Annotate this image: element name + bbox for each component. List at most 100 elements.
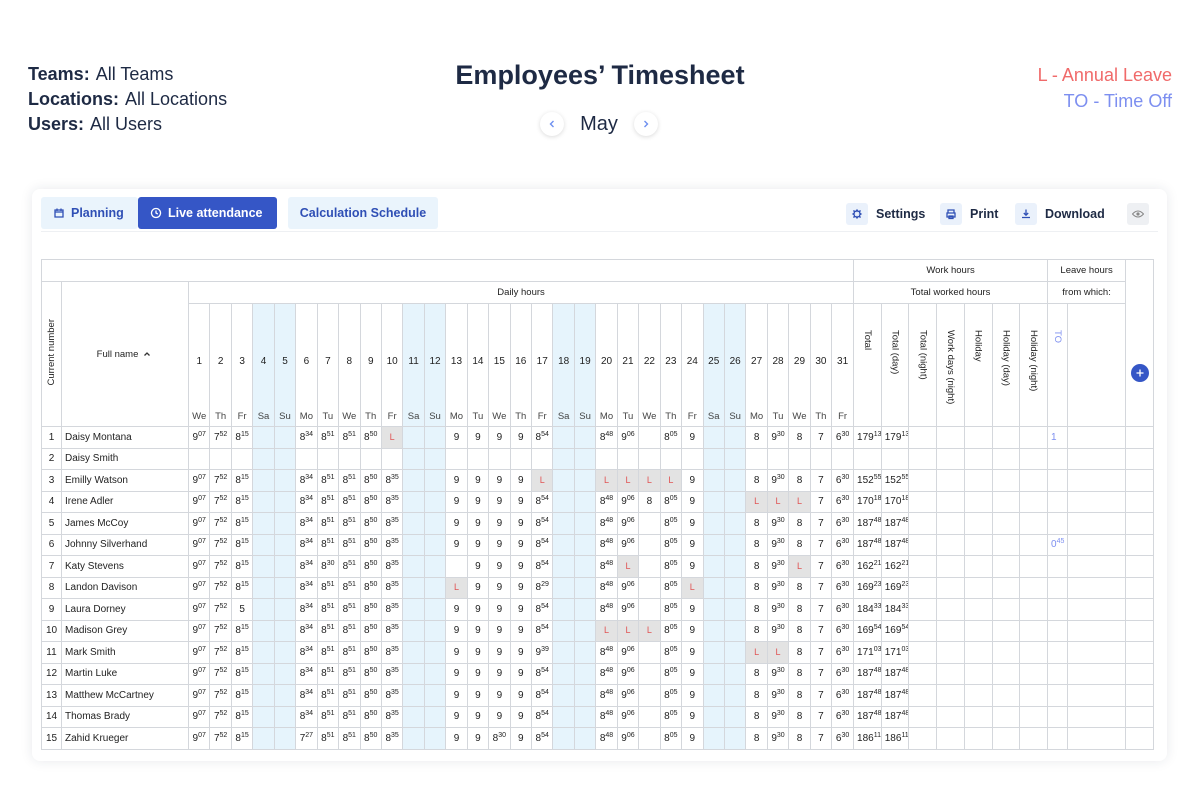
day-cell: 851 <box>316 727 340 750</box>
day-number: 8 <box>346 356 353 367</box>
day-cell <box>423 598 447 621</box>
day-cell: 851 <box>338 512 361 535</box>
hours: 9 <box>518 496 524 508</box>
day-cell: L <box>788 555 811 578</box>
minutes: 06 <box>626 602 635 610</box>
minutes: 48 <box>901 710 909 718</box>
minutes: 52 <box>219 538 228 546</box>
day-cell: 850 <box>359 490 382 513</box>
day-cell: 8 <box>788 598 811 621</box>
hours: 9 <box>689 711 696 723</box>
day-cell <box>723 598 747 621</box>
day-header: 16 Th <box>509 303 533 427</box>
minutes: 06 <box>626 495 635 503</box>
hours: 8 <box>364 603 370 615</box>
hours: 187 <box>857 668 874 680</box>
hours: 9 <box>496 539 503 551</box>
visibility-toggle[interactable] <box>1127 203 1149 225</box>
row-number: 9 <box>41 598 62 621</box>
row-number: 10 <box>41 619 62 642</box>
action[interactable]: Print <box>940 203 998 225</box>
minutes: 15 <box>240 731 249 739</box>
day-cell: 848 <box>595 705 618 728</box>
day-cell: 752 <box>209 533 232 556</box>
filter-label: Users: <box>28 114 85 134</box>
day-cell: 9 <box>509 619 533 642</box>
day-cell: 834 <box>295 512 318 535</box>
action-icon <box>846 203 868 225</box>
day-cell: 907 <box>187 684 211 707</box>
day-cell: L <box>380 426 404 449</box>
minutes: 48 <box>605 516 614 524</box>
day-cell <box>509 447 533 470</box>
hours: 8 <box>599 560 606 572</box>
day-cell: L <box>638 619 661 642</box>
weekday: Fr <box>687 411 697 422</box>
summary-cell <box>1047 727 1069 750</box>
minutes: 15 <box>240 645 249 653</box>
day-cell <box>702 469 725 492</box>
action[interactable]: Settings <box>846 203 925 225</box>
day-cell <box>423 662 447 685</box>
day-cell: 815 <box>230 727 254 750</box>
day-cell <box>423 426 447 449</box>
tab[interactable]: Planning <box>41 197 138 229</box>
day-header: 26 Su <box>723 303 747 427</box>
hours: 8 <box>299 560 306 572</box>
minutes: 51 <box>326 495 335 503</box>
minutes: 54 <box>873 624 882 632</box>
day-cell: 9 <box>445 662 468 685</box>
day-cell: 930 <box>766 469 790 492</box>
add-column-button[interactable] <box>1130 364 1149 382</box>
hours: 171 <box>857 646 874 658</box>
summary-cell <box>908 426 938 449</box>
day-cell <box>252 447 275 470</box>
header-row: 1 We 2 Th 3 Fr 4 Sa 5 Su 6 Mo 7 Tu 8 We 9 Th 10 Fr 11 Sa 12 Su 1… <box>42 303 1154 427</box>
day-cell: 830 <box>316 555 340 578</box>
hours: 9 <box>453 539 460 551</box>
hours: 7 <box>818 474 824 486</box>
day-cell: 7 <box>809 512 833 535</box>
action[interactable]: Download <box>1015 203 1105 225</box>
day-cell: 851 <box>338 555 361 578</box>
hours: 162 <box>857 560 874 572</box>
hours: 8 <box>364 431 370 443</box>
hours: 8 <box>364 496 370 508</box>
day-cell: 9 <box>466 490 490 513</box>
summary-cell: 18748 <box>880 662 910 685</box>
tab[interactable]: Calculation Schedule <box>288 197 438 229</box>
hours: 8 <box>664 732 670 744</box>
hours: 8 <box>364 711 370 723</box>
hours: 9 <box>689 474 696 486</box>
hours: 7 <box>818 668 824 680</box>
summary-cell: 18748 <box>880 533 910 556</box>
employee-row: 10 Madison Grey 907 752 815 834 851 851 850 835 9 9… <box>41 619 1155 642</box>
day-cell: 906 <box>616 705 640 728</box>
tab[interactable]: Live attendance <box>138 197 277 229</box>
hours: 170 <box>857 496 874 508</box>
row-number: 7 <box>41 555 62 578</box>
summary-cell: 16221 <box>880 555 910 578</box>
day-number: 7 <box>325 356 331 367</box>
employee-name: Irene Adler <box>61 490 189 513</box>
day-cell: 805 <box>659 512 683 535</box>
hours: 7 <box>818 625 824 637</box>
day-cell <box>252 576 275 599</box>
summary-cell <box>936 426 965 449</box>
leave-marker: L <box>775 496 781 507</box>
prev-month[interactable] <box>540 112 564 136</box>
day-cell: 7 <box>809 684 833 707</box>
hours: 9 <box>453 732 460 744</box>
icon <box>851 208 863 220</box>
blank-cell <box>1067 426 1127 449</box>
day-cell: L <box>616 555 640 578</box>
day-cell: 9 <box>488 576 511 599</box>
filter-value: All Users <box>90 114 163 134</box>
hours: 9 <box>518 517 524 529</box>
blank-cell <box>1125 641 1155 664</box>
hours: 7 <box>213 646 220 658</box>
summary-cell <box>908 576 938 599</box>
next-month[interactable] <box>633 112 658 136</box>
minutes: 03 <box>901 645 909 653</box>
hours: 6 <box>835 603 842 615</box>
